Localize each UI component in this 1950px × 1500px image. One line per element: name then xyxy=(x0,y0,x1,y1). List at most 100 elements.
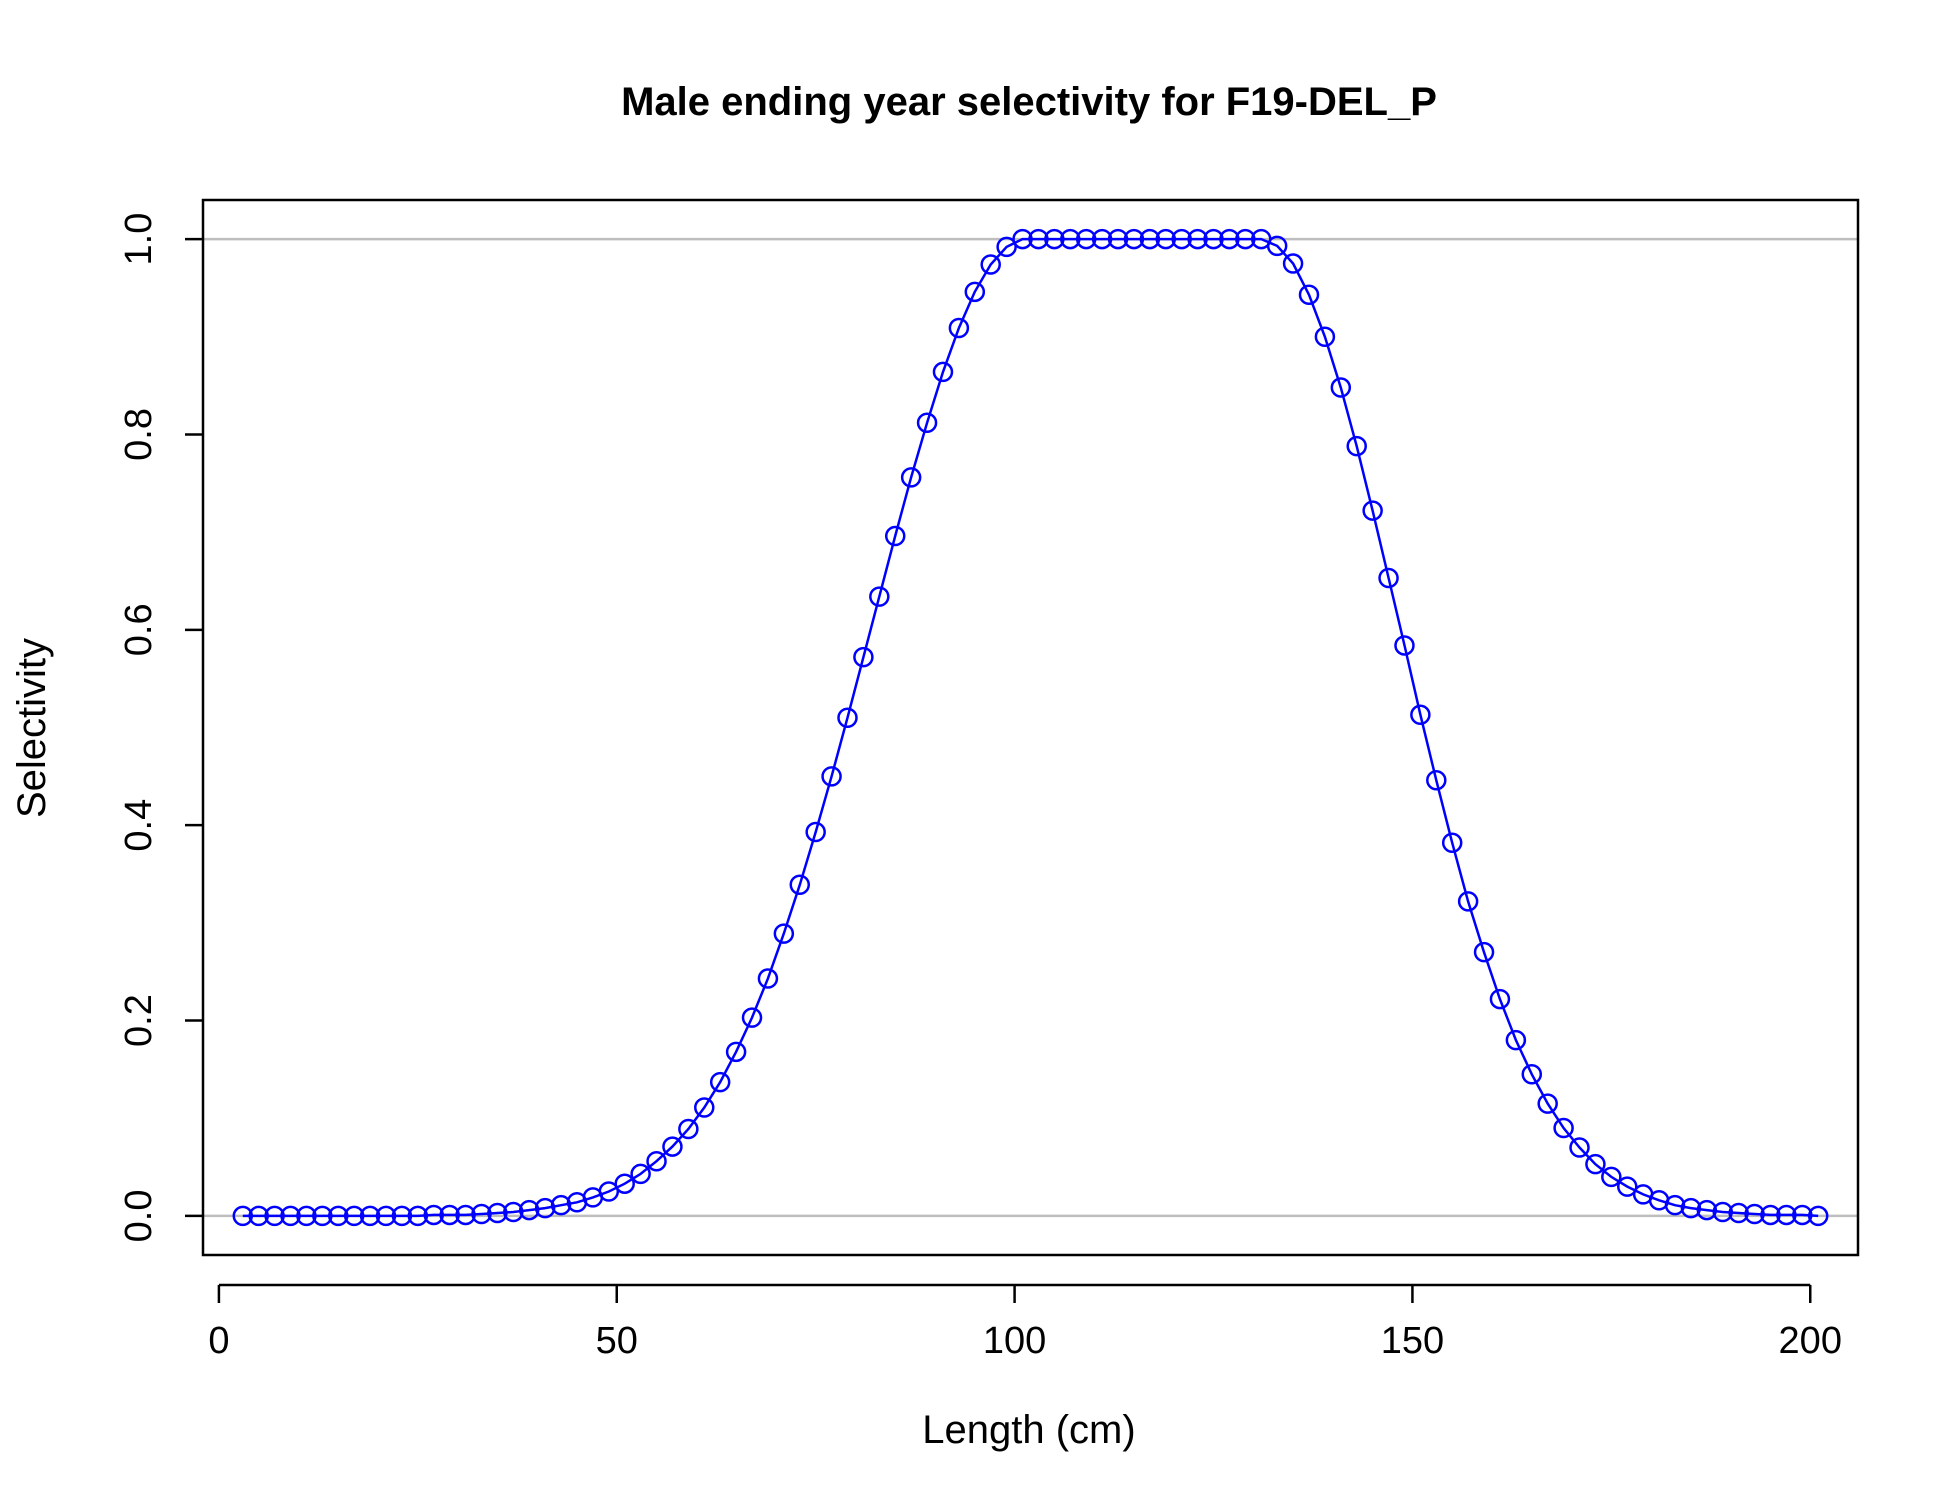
data-point xyxy=(1107,228,1129,250)
data-point xyxy=(1028,228,1049,250)
data-point xyxy=(646,1150,667,1172)
x-axis: 0 50 100 150 200 xyxy=(208,1283,1842,1362)
y-tick-label: 0.8 xyxy=(118,408,160,461)
y-tick-label: 0.6 xyxy=(118,603,160,656)
data-point xyxy=(1792,1204,1813,1226)
data-point xyxy=(980,254,1001,275)
series-line xyxy=(242,237,1819,1218)
x-tick-label: 150 xyxy=(1381,1320,1444,1362)
data-point xyxy=(1298,284,1320,306)
data-point xyxy=(280,1205,301,1227)
data-point xyxy=(550,1194,572,1216)
y-tick-label: 0.4 xyxy=(118,799,160,852)
data-point xyxy=(1091,228,1113,250)
data-point xyxy=(264,1205,285,1227)
data-point xyxy=(1601,1166,1622,1188)
x-tick-label: 100 xyxy=(983,1320,1046,1362)
data-point xyxy=(709,1071,731,1093)
data-point xyxy=(1362,500,1383,521)
data-point xyxy=(1537,1093,1558,1114)
data-point xyxy=(964,281,986,303)
data-point xyxy=(1266,235,1288,257)
chart-title: Male ending year selectivity for F19-DEL… xyxy=(621,80,1437,124)
y-axis-label: Selectivity xyxy=(10,638,54,818)
data-point xyxy=(328,1205,349,1227)
series-group xyxy=(232,228,1829,1227)
data-point xyxy=(884,525,906,547)
data-point xyxy=(678,1118,699,1140)
data-point xyxy=(1044,228,1065,250)
data-point xyxy=(312,1205,333,1227)
data-point xyxy=(869,586,890,607)
data-point xyxy=(630,1163,651,1185)
data-point xyxy=(1235,228,1256,250)
data-point xyxy=(837,707,858,728)
data-point xyxy=(391,1205,413,1227)
data-point xyxy=(1569,1137,1590,1158)
data-point xyxy=(996,236,1017,258)
data-point xyxy=(1219,228,1240,250)
data-point xyxy=(1378,567,1399,589)
data-point xyxy=(916,412,938,433)
x-axis-label: Length (cm) xyxy=(922,1408,1135,1452)
x-tick-label: 200 xyxy=(1779,1320,1842,1362)
data-point xyxy=(1521,1064,1543,1085)
data-point xyxy=(1712,1201,1733,1223)
data-point xyxy=(1123,228,1145,250)
data-point xyxy=(1760,1204,1781,1226)
y-tick-label: 0.0 xyxy=(118,1190,160,1243)
data-point xyxy=(725,1041,747,1063)
data-point xyxy=(773,923,795,944)
data-point xyxy=(789,874,811,896)
data-point xyxy=(503,1201,524,1223)
data-point xyxy=(1617,1176,1638,1197)
data-point xyxy=(598,1181,620,1202)
data-point xyxy=(805,821,826,843)
data-point xyxy=(1314,326,1336,348)
data-point xyxy=(1282,253,1304,274)
data-point xyxy=(1139,228,1161,250)
data-point xyxy=(1680,1197,1702,1219)
data-point xyxy=(471,1203,492,1225)
data-point xyxy=(407,1205,429,1227)
data-point xyxy=(1330,377,1352,398)
data-point xyxy=(757,968,779,989)
data-point xyxy=(932,361,954,383)
data-point xyxy=(1776,1204,1797,1226)
data-point xyxy=(614,1173,635,1194)
data-point xyxy=(248,1205,269,1227)
data-point xyxy=(1744,1203,1765,1225)
y-tick-label: 1.0 xyxy=(118,213,160,266)
reference-lines xyxy=(203,237,1858,1218)
data-point xyxy=(853,646,874,668)
data-point xyxy=(1394,635,1415,656)
data-point xyxy=(1473,941,1495,963)
data-point xyxy=(534,1197,556,1219)
data-point xyxy=(375,1205,397,1227)
data-point xyxy=(1728,1202,1749,1224)
data-point xyxy=(487,1202,508,1224)
data-point xyxy=(1012,228,1033,250)
data-point xyxy=(1553,1117,1574,1139)
data-point xyxy=(694,1097,715,1118)
data-point xyxy=(296,1205,317,1227)
data-point xyxy=(1489,988,1511,1010)
data-point xyxy=(662,1136,683,1157)
y-tick-label: 0.2 xyxy=(118,994,160,1047)
data-point xyxy=(821,766,842,787)
data-point xyxy=(232,1205,254,1227)
data-point xyxy=(1187,228,1208,250)
data-point xyxy=(1060,228,1081,250)
data-point xyxy=(1426,770,1447,791)
data-point xyxy=(439,1204,460,1226)
data-point xyxy=(1203,228,1224,250)
y-axis: 0.0 0.2 0.4 0.6 0.8 1.0 xyxy=(118,213,203,1243)
data-point xyxy=(1346,435,1367,457)
data-point xyxy=(1696,1199,1718,1221)
data-point xyxy=(455,1204,476,1226)
data-point xyxy=(1457,891,1479,912)
data-point xyxy=(1505,1029,1527,1051)
data-point xyxy=(948,317,970,339)
data-point xyxy=(1155,228,1177,250)
